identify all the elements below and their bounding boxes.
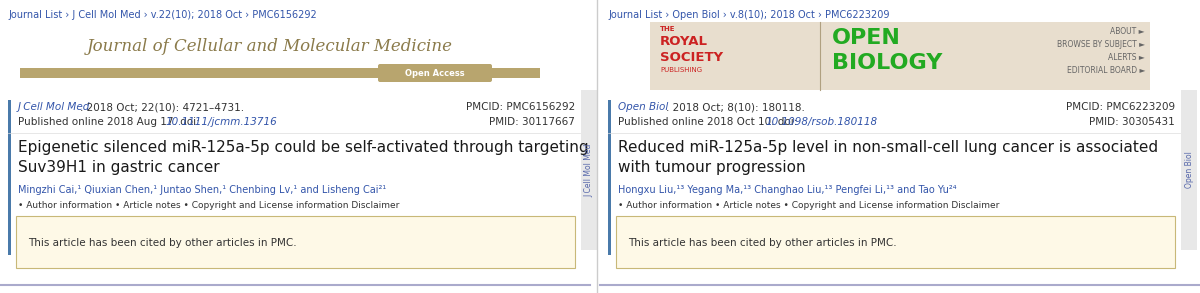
Bar bbox=[20, 68, 540, 78]
FancyBboxPatch shape bbox=[378, 64, 492, 82]
Text: Epigenetic silenced miR-125a-5p could be self-activated through targeting: Epigenetic silenced miR-125a-5p could be… bbox=[18, 140, 589, 155]
Text: This article has been cited by other articles in PMC.: This article has been cited by other art… bbox=[628, 238, 896, 248]
Text: PUBLISHING: PUBLISHING bbox=[660, 67, 702, 73]
Text: • Author information • Article notes • Copyright and License information Disclai: • Author information • Article notes • C… bbox=[618, 201, 1000, 210]
Text: PMCID: PMC6223209: PMCID: PMC6223209 bbox=[1066, 102, 1175, 112]
Text: PMID: 30305431: PMID: 30305431 bbox=[1090, 117, 1175, 127]
Text: J Cell Mol Med: J Cell Mol Med bbox=[584, 143, 594, 197]
Text: ABOUT ►: ABOUT ► bbox=[1110, 27, 1145, 36]
Text: EDITORIAL BOARD ►: EDITORIAL BOARD ► bbox=[1067, 66, 1145, 75]
Text: ROYAL: ROYAL bbox=[660, 35, 708, 48]
Text: Reduced miR-125a-5p level in non-small-cell lung cancer is associated: Reduced miR-125a-5p level in non-small-c… bbox=[618, 140, 1158, 155]
FancyBboxPatch shape bbox=[16, 216, 575, 268]
Text: Published online 2018 Aug 17. doi:: Published online 2018 Aug 17. doi: bbox=[18, 117, 203, 127]
Text: Open Biol: Open Biol bbox=[1184, 151, 1194, 188]
Text: Mingzhi Cai,¹ Qiuxian Chen,¹ Juntao Shen,¹ Chenbing Lv,¹ and Lisheng Cai²¹: Mingzhi Cai,¹ Qiuxian Chen,¹ Juntao Shen… bbox=[18, 185, 386, 195]
Text: Suv39H1 in gastric cancer: Suv39H1 in gastric cancer bbox=[18, 160, 220, 175]
Text: PMCID: PMC6156292: PMCID: PMC6156292 bbox=[466, 102, 575, 112]
Text: BIOLOGY: BIOLOGY bbox=[832, 53, 942, 73]
Text: PMID: 30117667: PMID: 30117667 bbox=[490, 117, 575, 127]
Text: SOCIETY: SOCIETY bbox=[660, 51, 724, 64]
Text: 10.1098/rsob.180118: 10.1098/rsob.180118 bbox=[766, 117, 878, 127]
Text: BROWSE BY SUBJECT ►: BROWSE BY SUBJECT ► bbox=[1057, 40, 1145, 49]
Text: Published online 2018 Oct 10. doi:: Published online 2018 Oct 10. doi: bbox=[618, 117, 800, 127]
Text: • Author information • Article notes • Copyright and License information Disclai: • Author information • Article notes • C… bbox=[18, 201, 400, 210]
Text: with tumour progression: with tumour progression bbox=[618, 160, 805, 175]
Text: Hongxu Liu,¹³ Yegang Ma,¹³ Changhao Liu,¹³ Pengfei Li,¹³ and Tao Yu²⁴: Hongxu Liu,¹³ Yegang Ma,¹³ Changhao Liu,… bbox=[618, 185, 956, 195]
Bar bbox=[581, 90, 598, 250]
Text: Journal List › Open Biol › v.8(10); 2018 Oct › PMC6223209: Journal List › Open Biol › v.8(10); 2018… bbox=[608, 10, 889, 20]
Text: 10.1111/jcmm.13716: 10.1111/jcmm.13716 bbox=[166, 117, 277, 127]
Bar bbox=[1181, 90, 1198, 250]
Text: Open Biol: Open Biol bbox=[618, 102, 668, 112]
Text: This article has been cited by other articles in PMC.: This article has been cited by other art… bbox=[28, 238, 296, 248]
Text: . 2018 Oct; 8(10): 180118.: . 2018 Oct; 8(10): 180118. bbox=[666, 102, 805, 112]
Text: OPEN: OPEN bbox=[832, 28, 901, 48]
Bar bbox=[8, 100, 11, 255]
Bar bbox=[608, 100, 611, 255]
Text: J Cell Mol Med: J Cell Mol Med bbox=[18, 102, 90, 112]
Text: ALERTS ►: ALERTS ► bbox=[1109, 53, 1145, 62]
Text: Journal of Cellular and Molecular Medicine: Journal of Cellular and Molecular Medici… bbox=[88, 38, 454, 55]
Text: . 2018 Oct; 22(10): 4721–4731.: . 2018 Oct; 22(10): 4721–4731. bbox=[80, 102, 244, 112]
Text: Journal List › J Cell Mol Med › v.22(10); 2018 Oct › PMC6156292: Journal List › J Cell Mol Med › v.22(10)… bbox=[8, 10, 317, 20]
Text: Open Access: Open Access bbox=[406, 69, 464, 78]
FancyBboxPatch shape bbox=[616, 216, 1175, 268]
Text: THE: THE bbox=[660, 26, 676, 32]
Bar bbox=[650, 22, 1150, 90]
